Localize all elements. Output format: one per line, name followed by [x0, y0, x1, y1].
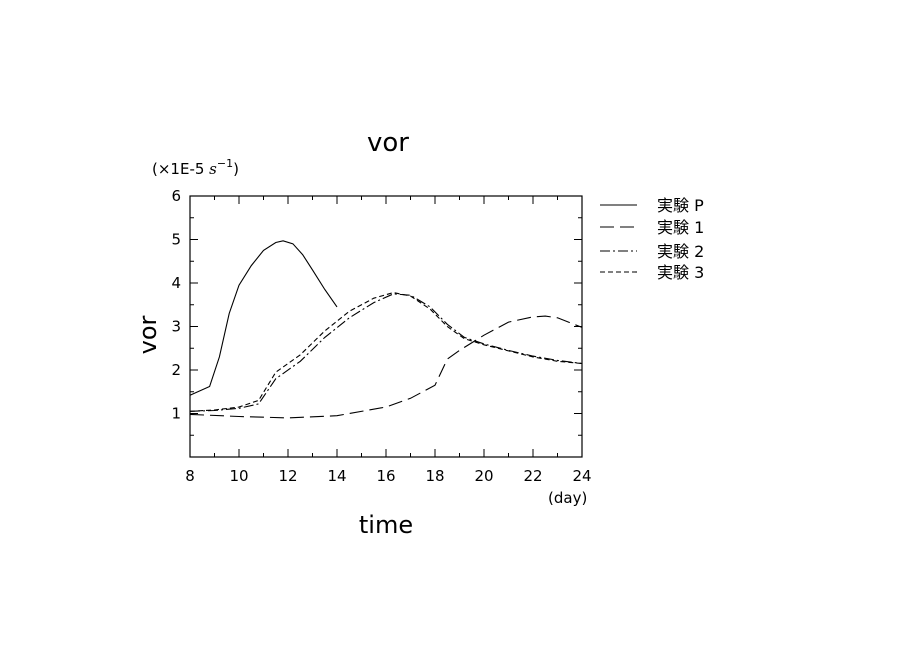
series-line-3 — [189, 292, 583, 412]
x-tick-label: 22 — [523, 467, 542, 485]
y-tick-label: 6 — [171, 187, 181, 205]
x-tick-label: 16 — [376, 467, 395, 485]
x-tick-label: 10 — [229, 467, 248, 485]
x-unit-label: (day) — [548, 489, 587, 507]
legend: 実験 P 実験 1 実験 2 実験 3 — [600, 196, 704, 282]
series-line-p — [189, 240, 338, 396]
legend-label: 実験 P — [657, 196, 704, 215]
y-tick-label: 5 — [171, 231, 181, 249]
x-tick-label: 20 — [474, 467, 493, 485]
legend-label: 実験 2 — [657, 242, 704, 261]
chart-title: vor — [367, 128, 409, 158]
y-tick-label: 1 — [171, 405, 181, 423]
x-tick-label: 8 — [185, 467, 195, 485]
y-tick-label: 2 — [171, 361, 181, 379]
x-tick-label: 24 — [572, 467, 591, 485]
x-axis-label: time — [359, 511, 413, 539]
x-tick-label: 12 — [278, 467, 297, 485]
series-layer — [189, 240, 583, 419]
x-tick-label: 18 — [425, 467, 444, 485]
y-tick-label: 4 — [171, 274, 181, 292]
legend-label: 実験 3 — [657, 263, 704, 282]
x-tick-label: 14 — [327, 467, 346, 485]
series-line-1 — [189, 315, 583, 419]
legend-label: 実験 1 — [657, 218, 704, 237]
y-unit-label: (×1E-5 s−1) — [152, 157, 239, 178]
y-axis-label: vor — [134, 315, 162, 354]
y-tick-label: 3 — [171, 318, 181, 336]
